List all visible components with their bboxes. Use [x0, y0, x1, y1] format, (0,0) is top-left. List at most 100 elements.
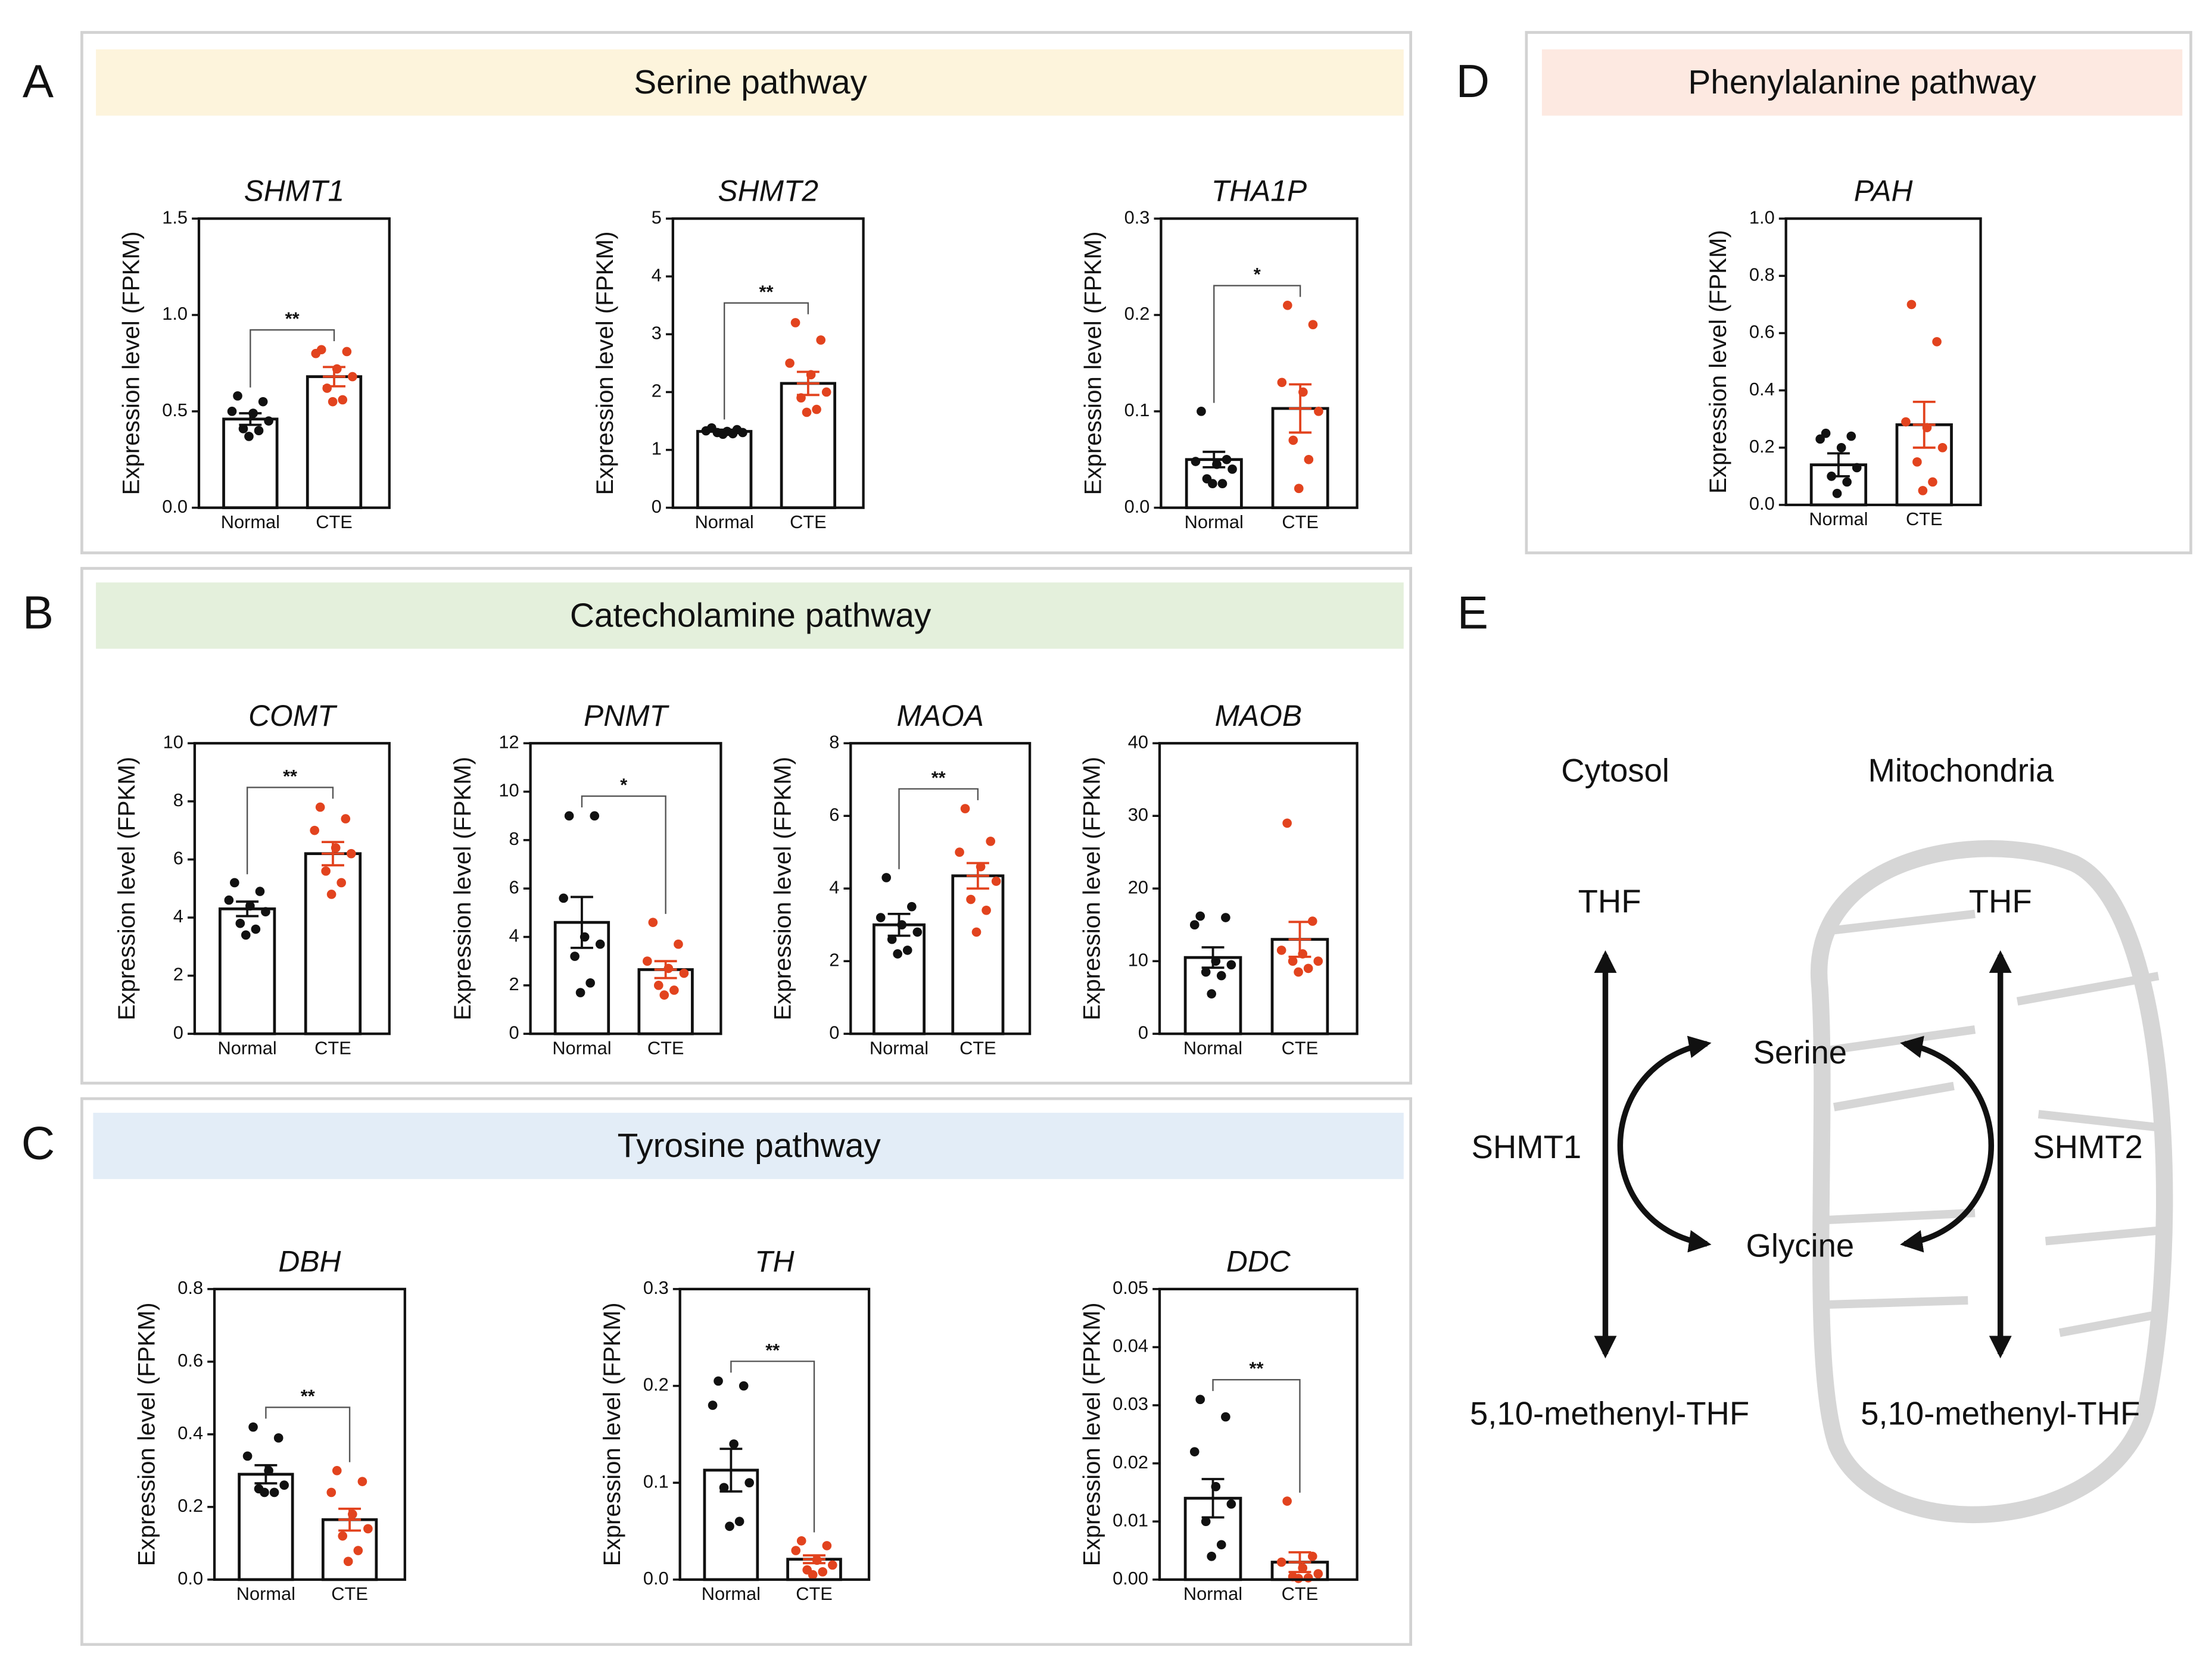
data-point: [273, 1433, 283, 1443]
data-point: [1277, 378, 1287, 388]
x-tick-label: Normal: [1185, 511, 1244, 532]
y-axis-label: Expression level (FPKM): [769, 757, 796, 1021]
data-point: [1307, 916, 1317, 926]
data-point: [260, 1487, 269, 1498]
significance-label: **: [1250, 1358, 1264, 1379]
data-point: [1928, 477, 1937, 487]
data-point: [821, 387, 831, 397]
significance-bracket: [265, 1406, 351, 1462]
y-axis-label: Expression level (FPKM): [1078, 1302, 1105, 1566]
data-point: [1276, 1557, 1286, 1567]
y-tick-label: 0.0: [1749, 493, 1775, 514]
data-point: [1195, 1395, 1205, 1405]
data-point: [679, 968, 689, 978]
data-point: [343, 1556, 353, 1567]
chart-title: SHMT2: [718, 174, 818, 208]
y-tick-label: 0.3: [1124, 207, 1150, 227]
data-point: [315, 802, 325, 812]
bar: [780, 382, 837, 510]
data-point: [1189, 920, 1200, 930]
data-point: [580, 932, 590, 942]
data-point: [233, 391, 242, 401]
y-tick-label: 0.6: [1749, 322, 1775, 342]
data-point: [643, 956, 652, 966]
x-tick-label: CTE: [790, 511, 827, 532]
y-tick-label: 20: [1128, 876, 1148, 897]
y-tick-label: 0.05: [1113, 1277, 1148, 1298]
chart-title: MAOB: [1215, 699, 1302, 732]
data-point: [235, 918, 245, 928]
data-point: [907, 901, 917, 912]
data-point: [332, 1466, 342, 1475]
data-point: [1298, 1563, 1307, 1573]
chart-title: COMT: [248, 699, 338, 732]
y-tick-label: 0.4: [177, 1422, 203, 1443]
header-bar: [96, 582, 1404, 649]
data-point: [1304, 454, 1314, 464]
data-point: [264, 416, 273, 426]
y-tick-label: 0.2: [1749, 436, 1775, 457]
panel-header: Phenylalanine pathway: [1688, 64, 2036, 101]
chart-title: DBH: [278, 1244, 341, 1278]
data-point: [264, 1466, 273, 1475]
y-tick-label: 0.4: [1749, 379, 1775, 400]
data-point: [1314, 407, 1323, 416]
data-point: [791, 1546, 801, 1555]
data-point: [326, 890, 337, 899]
y-tick-label: 0.8: [1749, 264, 1775, 285]
plot-frame: [1158, 1287, 1359, 1581]
y-tick-label: 0.6: [177, 1350, 203, 1371]
data-point: [897, 920, 907, 930]
x-tick-label: Normal: [218, 1037, 277, 1058]
mitochondrion-membrane: [1810, 840, 2173, 1523]
data-point: [822, 1541, 832, 1551]
data-point: [1216, 971, 1226, 981]
data-point: [1195, 911, 1205, 921]
data-point: [347, 372, 357, 382]
data-point: [1313, 1569, 1323, 1578]
data-point: [331, 843, 341, 853]
y-tick-label: 0.3: [643, 1277, 669, 1298]
y-tick-label: 8: [509, 828, 519, 849]
data-point: [1298, 387, 1308, 397]
x-tick-label: CTE: [1906, 509, 1943, 529]
bar: [304, 852, 362, 1035]
y-axis-label: Expression level (FPKM): [113, 757, 140, 1021]
y-tick-label: 3: [652, 322, 662, 343]
data-point: [902, 946, 912, 955]
y-axis-label: Expression level (FPKM): [591, 231, 618, 495]
panel-frame: [80, 1097, 1412, 1646]
data-point: [279, 1480, 289, 1490]
data-point: [816, 335, 826, 345]
y-tick-label: 0.02: [1113, 1452, 1148, 1473]
data-point: [718, 429, 728, 439]
data-point: [255, 887, 265, 896]
y-tick-label: 0.2: [643, 1374, 669, 1395]
crista: [1827, 909, 1976, 935]
y-tick-label: 1.0: [162, 303, 188, 324]
data-point: [1313, 956, 1323, 966]
data-point: [728, 429, 738, 439]
y-tick-label: 8: [829, 731, 839, 752]
y-tick-label: 0.5: [162, 400, 188, 420]
data-point: [1221, 913, 1230, 922]
y-tick-label: 0.0: [162, 496, 188, 517]
y-tick-label: 12: [499, 731, 519, 752]
data-point: [1852, 463, 1862, 473]
plot-frame: [197, 217, 391, 509]
y-tick-label: 10: [1128, 949, 1148, 970]
y-tick-label: 4: [652, 264, 662, 285]
data-point: [1207, 989, 1216, 999]
chart-title: MAOA: [896, 699, 983, 732]
chart-title: SHMT1: [244, 174, 345, 208]
y-tick-label: 1: [652, 438, 662, 459]
significance-bracket: [1212, 1378, 1301, 1493]
enzyme-label: SHMT2: [2033, 1129, 2143, 1165]
data-point: [1208, 479, 1217, 489]
data-point: [559, 893, 568, 903]
y-axis-label: Expression level (FPKM): [1078, 757, 1105, 1021]
data-point: [893, 949, 902, 959]
data-point: [876, 913, 886, 922]
